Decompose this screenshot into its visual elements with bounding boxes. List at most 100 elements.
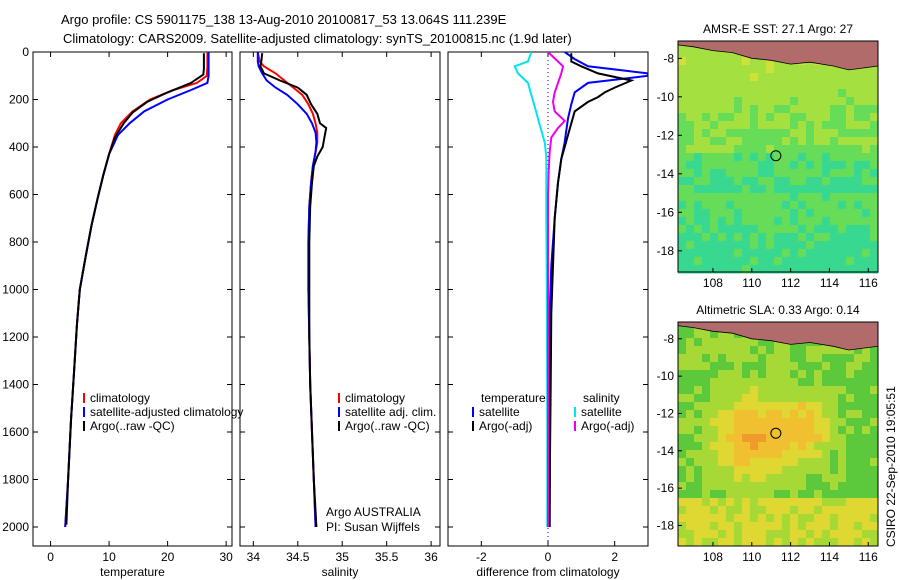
map-cell: [694, 89, 703, 98]
map-cell: [822, 97, 831, 106]
map-cell: [814, 394, 823, 403]
map-cell: [766, 209, 775, 218]
map-cell: [678, 177, 687, 186]
map-cell: [686, 113, 695, 122]
map-cell: [742, 113, 751, 122]
map-cell: [718, 169, 727, 178]
map-cell: [726, 81, 735, 90]
map-cell: [798, 169, 807, 178]
map-cell: [766, 137, 775, 146]
legend-group-title: salinity: [583, 391, 620, 405]
map-cell: [774, 514, 783, 523]
operator-annotation: Argo AUSTRALIA: [326, 505, 421, 519]
map-cell: [798, 137, 807, 146]
y-tick-label: 1200: [2, 330, 29, 344]
map-cell: [830, 402, 839, 411]
map-cell: [686, 97, 695, 106]
map-cell: [854, 249, 863, 258]
map-frame: [677, 40, 879, 273]
map-cell: [758, 249, 767, 258]
map-cell: [766, 81, 775, 90]
map-cell: [830, 410, 839, 419]
map-cell: [806, 217, 815, 226]
map-cell: [782, 241, 791, 250]
x-tick-label: 34: [247, 550, 261, 564]
map-cell: [790, 217, 799, 226]
map-cell: [814, 434, 823, 443]
map-cell: [870, 418, 879, 427]
map-cell: [742, 538, 751, 547]
map-cell: [758, 233, 767, 242]
map-cell: [758, 105, 767, 114]
map-cell: [790, 402, 799, 411]
map-cell: [678, 346, 687, 355]
map-cell: [814, 257, 823, 266]
map-cell: [702, 169, 711, 178]
map-cell: [814, 265, 823, 274]
map-cell: [870, 402, 879, 411]
map-cell: [814, 482, 823, 491]
map-cell: [814, 386, 823, 395]
map-cell: [750, 346, 759, 355]
map-cell: [862, 426, 871, 435]
map-cell: [798, 129, 807, 138]
map-cell: [870, 241, 879, 250]
map-cell: [678, 418, 687, 427]
map-cell: [862, 482, 871, 491]
map-cell: [686, 177, 695, 186]
map-cell: [758, 65, 767, 74]
map-cell: [766, 145, 775, 154]
map-cell: [854, 105, 863, 114]
map-cell: [862, 225, 871, 234]
map-cell: [742, 522, 751, 531]
map-cell: [734, 81, 743, 90]
map-cell: [862, 346, 871, 355]
map-cell: [678, 89, 687, 98]
map-cell: [830, 113, 839, 122]
map-cell: [742, 225, 751, 234]
map-cell: [774, 506, 783, 515]
map-cell: [686, 410, 695, 419]
map-cell: [822, 105, 831, 114]
map-cell: [798, 466, 807, 475]
map-cell: [750, 73, 759, 82]
map-cell: [782, 185, 791, 194]
map-cell: [726, 442, 735, 451]
map-cell: [694, 522, 703, 531]
map-cell: [814, 514, 823, 523]
map-cell: [750, 81, 759, 90]
map-cell: [774, 530, 783, 539]
map-cell: [718, 177, 727, 186]
map-cell: [814, 354, 823, 363]
map-cell: [774, 233, 783, 242]
map-cell: [782, 426, 791, 435]
map-cell: [710, 201, 719, 210]
map-cell: [798, 506, 807, 515]
map-cell: [854, 73, 863, 82]
map-x-tick-label: 110: [742, 550, 761, 564]
x-tick-label: -2: [476, 550, 487, 564]
map-cell: [678, 338, 687, 347]
map-cell: [702, 482, 711, 491]
map-cell: [766, 386, 775, 395]
map-cell: [774, 394, 783, 403]
map-cell: [798, 121, 807, 130]
map-cell: [854, 450, 863, 459]
map-cell: [694, 402, 703, 411]
map-cell: [854, 161, 863, 170]
map-cell: [750, 65, 759, 74]
map-cell: [838, 97, 847, 106]
map-cell: [726, 57, 735, 66]
map-cell: [854, 410, 863, 419]
map-cell: [678, 386, 687, 395]
map-y-tick-label: -8: [663, 332, 674, 346]
map-cell: [806, 506, 815, 515]
map-cell: [854, 514, 863, 523]
map-cell: [678, 506, 687, 515]
map-cell: [806, 434, 815, 443]
map-cell: [782, 346, 791, 355]
legend-label: Argo(..raw -QC): [345, 419, 430, 433]
map-cell: [862, 217, 871, 226]
map-cell: [822, 185, 831, 194]
map-cell: [694, 193, 703, 202]
